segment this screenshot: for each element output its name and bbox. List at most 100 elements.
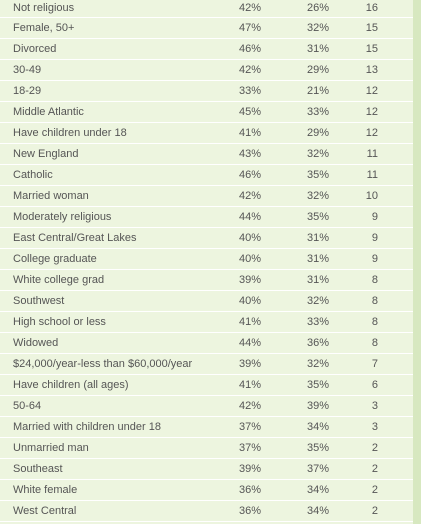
column-2-value: 35% (306, 211, 329, 223)
table-row: Married with children under 18 37% 34% 3 (0, 417, 413, 438)
column-2-value: 21% (306, 85, 329, 97)
column-2-value: 31% (306, 232, 329, 244)
row-label: Unmarried man (13, 442, 89, 454)
column-2-value: 31% (306, 43, 329, 55)
row-label: Catholic (13, 169, 53, 181)
column-3-value: 3 (371, 421, 378, 433)
column-3-value: 13 (365, 64, 378, 76)
column-3-value: 10 (365, 190, 378, 202)
column-2-value: 35% (306, 379, 329, 391)
row-label: High school or less (13, 316, 106, 328)
column-2-value: 39% (306, 400, 329, 412)
column-1-value: 36% (238, 484, 261, 496)
column-3-value: 16 (365, 2, 378, 14)
column-2-value: 35% (306, 442, 329, 454)
column-2-value: 32% (306, 295, 329, 307)
row-label: Southwest (13, 295, 65, 307)
column-3-value: 2 (371, 463, 378, 475)
row-label: Not religious (13, 2, 75, 14)
table-row: East Central/Great Lakes 40% 31% 9 (0, 228, 413, 249)
row-label: Female, 50+ (13, 22, 75, 34)
column-1-value: 46% (238, 43, 261, 55)
row-label: 30-49 (13, 64, 42, 76)
row-label: Moderately religious (13, 211, 112, 223)
table-row: 50-64 42% 39% 3 (0, 396, 413, 417)
column-3-value: 8 (371, 316, 378, 328)
row-label: Southeast (13, 463, 63, 475)
column-2-value: 26% (306, 2, 329, 14)
column-2-value: 36% (306, 337, 329, 349)
column-2-value: 33% (306, 106, 329, 118)
column-1-value: 47% (238, 22, 261, 34)
table-row: Unmarried man 37% 35% 2 (0, 438, 413, 459)
column-2-value: 35% (306, 169, 329, 181)
table-row: 30-49 42% 29% 13 (0, 60, 413, 81)
column-3-value: 9 (371, 253, 378, 265)
column-2-value: 32% (306, 190, 329, 202)
column-3-value: 8 (371, 337, 378, 349)
table-row: College graduate 40% 31% 9 (0, 249, 413, 270)
column-2-value: 32% (306, 148, 329, 160)
table-row: Moderately religious 44% 35% 9 (0, 207, 413, 228)
column-2-value: 34% (306, 505, 329, 517)
table-row: High school or less 41% 33% 8 (0, 312, 413, 333)
column-2-value: 29% (306, 64, 329, 76)
row-label: 50-64 (13, 400, 42, 412)
table-row: 18-29 33% 21% 12 (0, 81, 413, 102)
column-3-value: 3 (371, 400, 378, 412)
column-3-value: 11 (366, 169, 378, 181)
column-2-value: 31% (306, 274, 329, 286)
row-label: College graduate (13, 253, 97, 265)
row-label: $24,000/year-less than $60,000/year (13, 358, 193, 370)
row-label: New England (13, 148, 79, 160)
column-3-value: 6 (371, 379, 378, 391)
column-3-value: 9 (371, 232, 378, 244)
table-row: Not religious 42% 26% 16 (0, 0, 413, 18)
table-row: Have children (all ages) 41% 35% 6 (0, 375, 413, 396)
column-3-value: 2 (371, 505, 378, 517)
column-3-value: 9 (371, 211, 378, 223)
column-1-value: 43% (238, 148, 261, 160)
column-3-value: 12 (365, 127, 378, 139)
column-1-value: 41% (238, 127, 261, 139)
table-row: Have children under 18 41% 29% 12 (0, 123, 413, 144)
column-2-value: 32% (306, 358, 329, 370)
row-label: White female (13, 484, 78, 496)
column-3-value: 15 (365, 22, 378, 34)
table-row: West Central 36% 34% 2 (0, 501, 413, 522)
column-1-value: 42% (238, 190, 261, 202)
column-1-value: 46% (238, 169, 261, 181)
column-1-value: 39% (238, 274, 261, 286)
column-3-value: 7 (371, 358, 378, 370)
column-2-value: 34% (306, 421, 329, 433)
row-label: 18-29 (13, 85, 42, 97)
column-3-value: 12 (365, 85, 378, 97)
row-label: White college grad (13, 274, 105, 286)
column-2-value: 34% (306, 484, 329, 496)
column-3-value: 2 (371, 442, 378, 454)
column-1-value: 40% (238, 295, 261, 307)
column-2-value: 29% (306, 127, 329, 139)
column-3-value: 2 (371, 484, 378, 496)
row-label: West Central (13, 505, 77, 517)
column-1-value: 39% (238, 463, 261, 475)
column-2-value: 31% (306, 253, 329, 265)
row-label: Widowed (13, 337, 59, 349)
column-1-value: 42% (238, 2, 261, 14)
column-1-value: 45% (238, 106, 261, 118)
column-1-value: 44% (238, 337, 261, 349)
table-row: Widowed 44% 36% 8 (0, 333, 413, 354)
table-row: Southwest 40% 32% 8 (0, 291, 413, 312)
column-1-value: 42% (238, 400, 261, 412)
column-3-value: 8 (371, 274, 378, 286)
row-label: Have children under 18 (13, 127, 127, 139)
column-3-value: 12 (365, 106, 378, 118)
row-label: Married with children under 18 (13, 421, 161, 433)
table-row: White college grad 39% 31% 8 (0, 270, 413, 291)
table-row: $24,000/year-less than $60,000/year 39% … (0, 354, 413, 375)
column-3-value: 15 (365, 43, 378, 55)
row-label: Middle Atlantic (13, 106, 84, 118)
column-1-value: 37% (238, 442, 261, 454)
row-label: East Central/Great Lakes (13, 232, 137, 244)
